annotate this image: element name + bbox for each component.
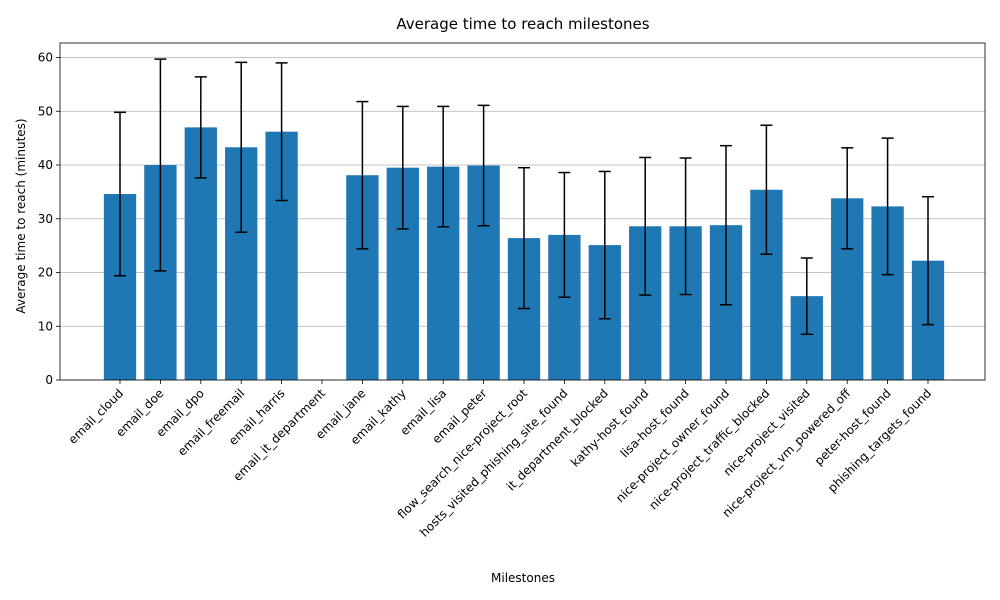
y-tick-label: 60 (38, 51, 53, 65)
y-tick-label: 0 (45, 373, 53, 387)
y-tick-label: 30 (38, 212, 53, 226)
y-tick-label: 50 (38, 104, 53, 118)
x-tick-label: peter-host_found (812, 386, 894, 468)
x-tick-label: hosts_visited_phishing_site_found (417, 386, 570, 539)
y-tick-label: 10 (38, 319, 53, 333)
x-tick-label: lisa-host_found (618, 386, 692, 460)
y-axis-label: Average time to reach (minutes) (14, 118, 28, 313)
error-bars (114, 58, 934, 336)
x-tick-label: email_cloud (66, 386, 127, 447)
y-tick-label: 20 (38, 266, 53, 280)
chart-title: Average time to reach milestones (396, 15, 649, 33)
x-axis-label: Milestones (491, 571, 555, 585)
y-tick-label: 40 (38, 158, 53, 172)
plot-frame (59, 42, 986, 381)
